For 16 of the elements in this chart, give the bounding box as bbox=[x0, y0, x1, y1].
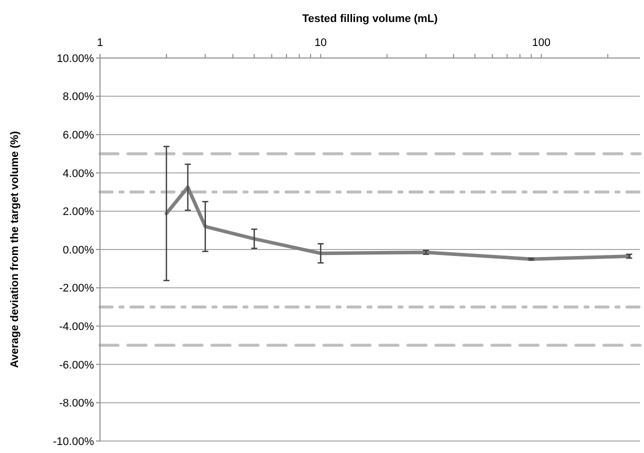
x-tick-label: 10 bbox=[314, 37, 327, 49]
y-tick-label: 10.00% bbox=[56, 52, 94, 65]
y-axis-title: Average deviation from the target volume (%) bbox=[9, 130, 21, 368]
y-tick-label: 2.00% bbox=[62, 206, 94, 218]
y-tick-label: 4.00% bbox=[62, 168, 94, 180]
y-tick-label: 8.00% bbox=[62, 91, 94, 104]
y-tick-label: -10.00% bbox=[53, 436, 94, 448]
x-axis-title: Tested filling volume (mL) bbox=[302, 13, 438, 25]
y-tick-label: 6.00% bbox=[62, 129, 94, 142]
y-tick-label: -6.00% bbox=[59, 359, 94, 372]
y-tick-label: -8.00% bbox=[59, 398, 94, 410]
x-tick-label: 1 bbox=[96, 37, 104, 49]
y-tick-label: -2.00% bbox=[59, 282, 94, 295]
x-tick-label: 100 bbox=[532, 37, 551, 49]
y-tick-label: 0.00% bbox=[62, 244, 94, 256]
y-tick-label: -4.00% bbox=[59, 320, 94, 333]
